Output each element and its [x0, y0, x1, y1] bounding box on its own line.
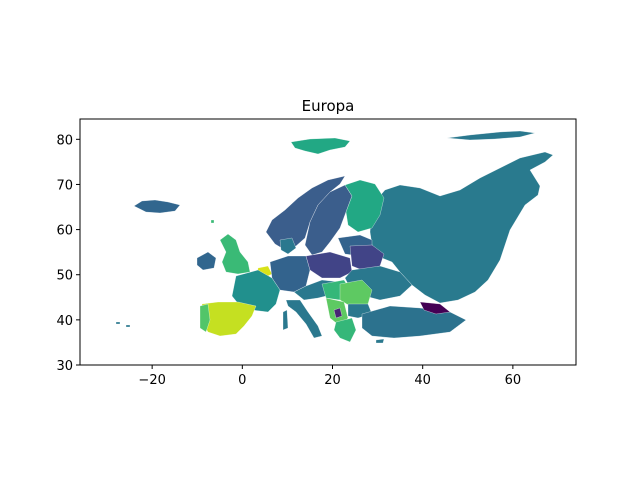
country-russia	[369, 151, 554, 304]
country-faroe	[210, 219, 215, 224]
country-svalbard	[290, 137, 351, 155]
country-italy	[285, 299, 323, 339]
country-iceland	[133, 199, 181, 214]
country-poland	[305, 251, 353, 279]
country-denmark	[279, 237, 297, 255]
y-tick-label: 70	[56, 178, 73, 193]
country-arctic-islands	[446, 130, 536, 141]
x-tick-label: 40	[414, 373, 431, 388]
country-ireland	[196, 251, 217, 271]
country-sweden	[304, 184, 353, 256]
map-title: Europa	[302, 97, 355, 115]
country-georgia	[419, 301, 451, 315]
country-azores	[115, 321, 131, 328]
x-tick-label: 20	[324, 373, 341, 388]
country-cyprus	[375, 338, 385, 344]
axes-frame	[79, 118, 577, 366]
europe-countries	[115, 130, 554, 344]
x-tick-label: 0	[238, 373, 246, 388]
y-tick-label: 80	[56, 133, 73, 148]
country-uk	[219, 233, 251, 275]
country-spain	[201, 301, 257, 337]
country-portugal	[199, 303, 211, 333]
y-tick-label: 40	[56, 314, 73, 329]
plot-axes: −20 0 20 40 60 30 40 50 60 70 80	[56, 118, 577, 388]
country-sardinia	[282, 309, 289, 331]
country-greece	[333, 317, 357, 343]
x-tick-label: 60	[505, 373, 522, 388]
country-turkey	[361, 305, 467, 339]
y-tick-label: 50	[56, 269, 73, 284]
y-tick-label: 60	[56, 224, 73, 239]
y-tick-label: 30	[56, 359, 73, 374]
country-albania	[333, 307, 343, 319]
country-france	[231, 269, 281, 313]
x-tick-label: −20	[138, 373, 165, 388]
country-finland	[344, 179, 385, 233]
